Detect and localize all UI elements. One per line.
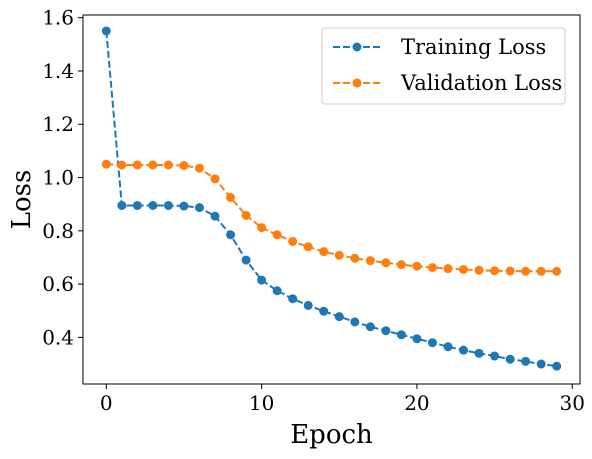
data-point: [226, 193, 236, 202]
data-point: [117, 200, 127, 210]
legend-label: Training Loss: [401, 35, 546, 59]
y-tick-label: 0.6: [42, 272, 74, 296]
data-point: [194, 203, 204, 213]
data-point: [257, 223, 267, 233]
data-point: [272, 286, 282, 296]
data-point: [521, 356, 531, 366]
legend-entry-1: Training Loss: [333, 35, 546, 59]
series-layer: [101, 26, 562, 371]
x-tick-label: 30: [560, 391, 585, 415]
data-point: [459, 264, 469, 274]
data-point: [319, 306, 329, 316]
data-point: [288, 236, 298, 246]
data-point: [381, 326, 391, 336]
legend-label: Validation Loss: [400, 71, 562, 95]
data-point: [179, 161, 189, 171]
data-point: [272, 230, 282, 240]
x-axis-label: Epoch: [290, 420, 373, 450]
data-point: [552, 266, 562, 276]
data-point: [521, 266, 531, 276]
data-point: [396, 260, 406, 270]
data-point: [241, 210, 251, 220]
legend-marker: [352, 42, 362, 52]
data-point: [381, 258, 391, 268]
data-point: [443, 264, 453, 274]
data-point: [163, 200, 173, 210]
data-point: [412, 261, 422, 271]
data-point: [552, 361, 562, 371]
data-point: [117, 160, 127, 170]
data-point: [288, 294, 298, 304]
series-1: [101, 26, 562, 371]
data-point: [179, 201, 189, 211]
data-point: [210, 174, 220, 184]
data-point: [412, 334, 422, 344]
data-point: [459, 345, 469, 355]
series-2: [101, 159, 562, 276]
data-point: [365, 322, 375, 332]
y-tick-label: 1.4: [42, 59, 74, 83]
data-point: [427, 338, 437, 348]
x-axis-ticks: 0 10 20 30: [100, 384, 585, 415]
data-point: [536, 359, 546, 369]
data-point: [474, 348, 484, 358]
legend: Training Loss Validation Loss: [321, 27, 566, 105]
x-tick-label: 10: [249, 391, 274, 415]
x-tick-label: 20: [404, 391, 429, 415]
data-point: [210, 211, 220, 221]
data-point: [132, 200, 142, 210]
data-point: [427, 263, 437, 273]
data-point: [334, 250, 344, 260]
y-tick-label: 0.4: [42, 325, 74, 349]
legend-box: [321, 27, 566, 105]
data-point: [443, 342, 453, 352]
data-point: [303, 242, 313, 252]
data-point: [148, 200, 158, 210]
y-axis-label: Loss: [7, 170, 37, 230]
y-axis-ticks: 0.4 0.6 0.8 1.0 1.2 1.4 1.6: [42, 6, 83, 349]
data-point: [257, 275, 267, 285]
data-point: [474, 265, 484, 275]
y-tick-label: 0.8: [42, 219, 74, 243]
legend-marker: [352, 78, 362, 88]
data-point: [163, 160, 173, 170]
data-point: [101, 26, 111, 36]
x-tick-label: 0: [100, 391, 113, 415]
data-point: [148, 160, 158, 170]
data-point: [226, 230, 236, 240]
data-point: [319, 247, 329, 257]
data-point: [396, 330, 406, 340]
data-point: [334, 312, 344, 322]
data-point: [101, 159, 111, 169]
data-point: [505, 266, 515, 276]
y-tick-label: 1.0: [42, 166, 74, 190]
data-point: [505, 354, 515, 364]
y-tick-label: 1.2: [42, 112, 74, 136]
data-point: [490, 351, 500, 361]
data-point: [303, 300, 313, 310]
data-point: [241, 255, 251, 265]
data-point: [194, 163, 204, 173]
legend-entry-2: Validation Loss: [333, 71, 562, 95]
data-point: [132, 160, 142, 170]
y-tick-label: 1.6: [42, 6, 74, 30]
data-point: [350, 317, 360, 327]
data-point: [350, 253, 360, 263]
plot-frame: [82, 14, 581, 385]
data-point: [365, 256, 375, 266]
data-point: [536, 266, 546, 276]
data-point: [490, 266, 500, 276]
